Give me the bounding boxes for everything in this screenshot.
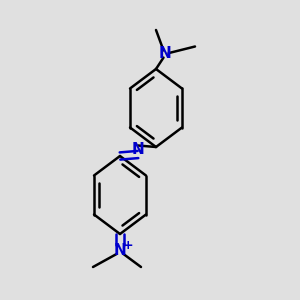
Text: N: N <box>132 142 144 157</box>
Text: +: + <box>123 238 134 252</box>
Text: N: N <box>159 46 171 62</box>
Text: N: N <box>114 243 126 258</box>
